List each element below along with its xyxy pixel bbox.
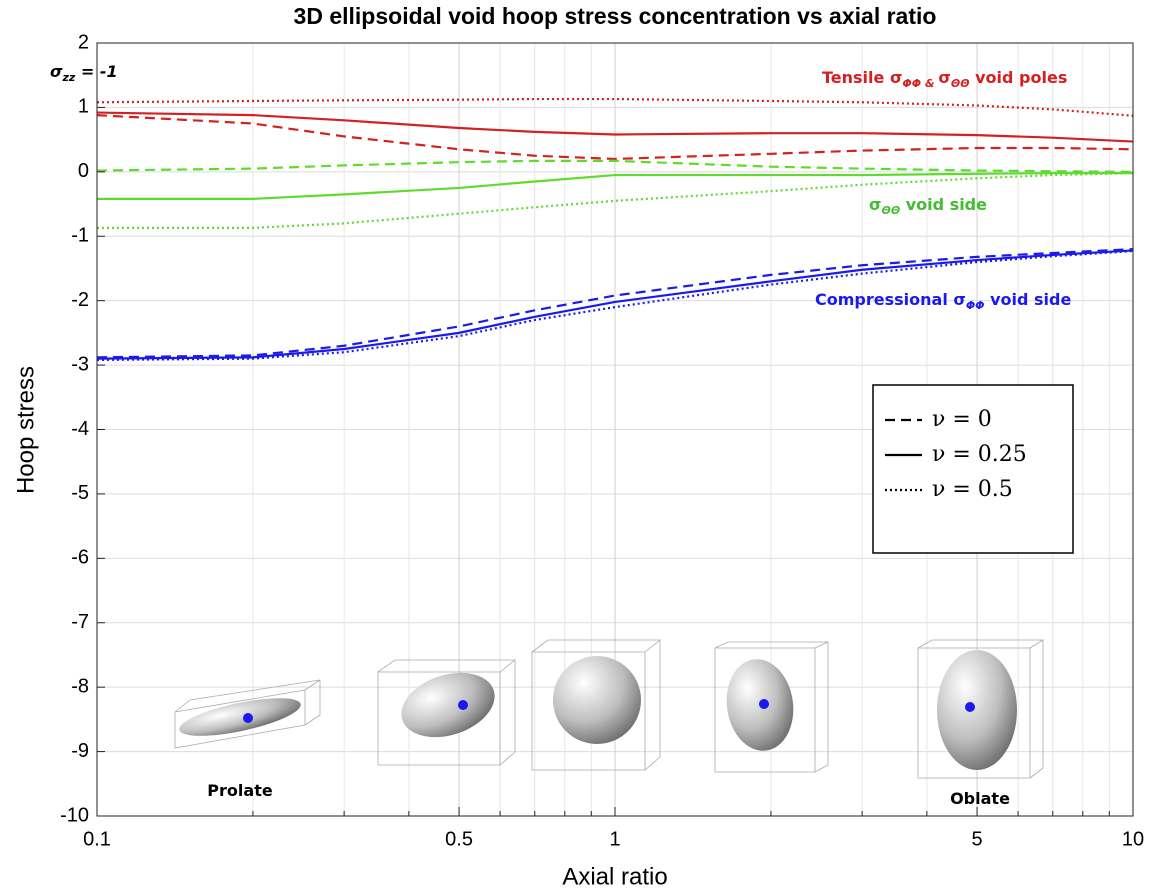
box (917, 639, 1045, 779)
series-line (96, 111, 1134, 143)
x-tick-label: 0.5 (445, 828, 473, 850)
subscript: ΘΘ (951, 77, 970, 90)
annotation-text: σ (50, 62, 63, 81)
ellipsoid (179, 698, 301, 736)
legend-label: ν = 0 (932, 407, 992, 432)
x-tick-label: 10 (1122, 828, 1144, 850)
x-axis-label: Axial ratio (562, 863, 667, 890)
series-line (96, 97, 1134, 117)
annotation-text: void side (900, 195, 987, 214)
x-tick-label: 5 (972, 828, 983, 850)
chart-title: 3D ellipsoidal void hoop stress concentr… (294, 3, 937, 29)
subscript: zz (61, 71, 75, 84)
y-tick-label: -10 (60, 804, 89, 826)
series-line (96, 159, 1134, 173)
series-line (96, 249, 1134, 360)
annotation: Prolate (207, 781, 273, 800)
dot (759, 699, 769, 709)
legend-label: ν = 0.5 (932, 477, 1013, 502)
y-tick-label: -3 (71, 353, 89, 375)
series-line (97, 172, 1134, 229)
box (174, 679, 321, 749)
annotation: σzz = -1 (50, 62, 118, 85)
x-tick-label: 0.1 (83, 828, 111, 850)
box (531, 639, 662, 771)
annotation-text: = -1 (75, 62, 117, 81)
series-line (96, 248, 1134, 359)
legend-entries: ν = 0 ν = 0.25 ν = 0.5 (885, 407, 1027, 502)
y-tick-label: -4 (71, 418, 89, 440)
y-tick-label: -5 (71, 482, 89, 504)
annotation-text: void poles (970, 68, 1068, 87)
series-line (96, 249, 1134, 362)
series-line (96, 114, 1134, 161)
ellipsoid (401, 672, 495, 738)
annotation: Tensile σΦΦ & σΘΘ void poles (822, 68, 1067, 91)
dot (243, 713, 253, 723)
y-axis-label: Hoop stress (12, 366, 39, 494)
subscript: ΦΦ & (902, 77, 938, 90)
annotation-text: Tensile σ (822, 68, 902, 87)
lines (96, 97, 1134, 362)
dot (458, 700, 468, 710)
box (714, 641, 829, 773)
annotation-text: Oblate (950, 789, 1010, 808)
ellipsoid (937, 650, 1017, 770)
subscript: ΦΦ (966, 299, 985, 312)
legend-label: ν = 0.25 (932, 442, 1027, 467)
dot (965, 702, 975, 712)
annotation: Compressional σΦΦ void side (815, 290, 1071, 313)
annotation-text: σ (869, 195, 881, 214)
y-tick-label: 0 (78, 160, 89, 182)
box (377, 659, 517, 766)
y-tick-label: 2 (78, 31, 89, 53)
annotation: σΘΘ void side (869, 195, 987, 218)
annotations: σzz = -1 Tensile σΦΦ & σΘΘ void polesσΘΘ … (50, 62, 1071, 808)
subscript: ΘΘ (881, 204, 900, 217)
annotation-text: Prolate (207, 781, 273, 800)
y-tick-label: -7 (71, 611, 89, 633)
annotation-text: Compressional σ (815, 290, 966, 309)
annotation-text: void side (985, 290, 1072, 309)
y-tick-label: -9 (71, 740, 89, 762)
legend (872, 384, 1074, 554)
annotation: Oblate (950, 789, 1010, 808)
y-tick-label: -8 (71, 675, 89, 697)
x-tick-label: 1 (609, 828, 620, 850)
y-tick-label: 1 (78, 96, 89, 118)
y-tick-label: -2 (71, 289, 89, 311)
annotation-text: σ (938, 68, 950, 87)
ellipsoid-illustrations (174, 639, 1045, 779)
ellipsoid (553, 656, 641, 744)
y-tick-label: -6 (71, 547, 89, 569)
series-line (97, 172, 1133, 200)
y-tick-label: -1 (71, 225, 89, 247)
